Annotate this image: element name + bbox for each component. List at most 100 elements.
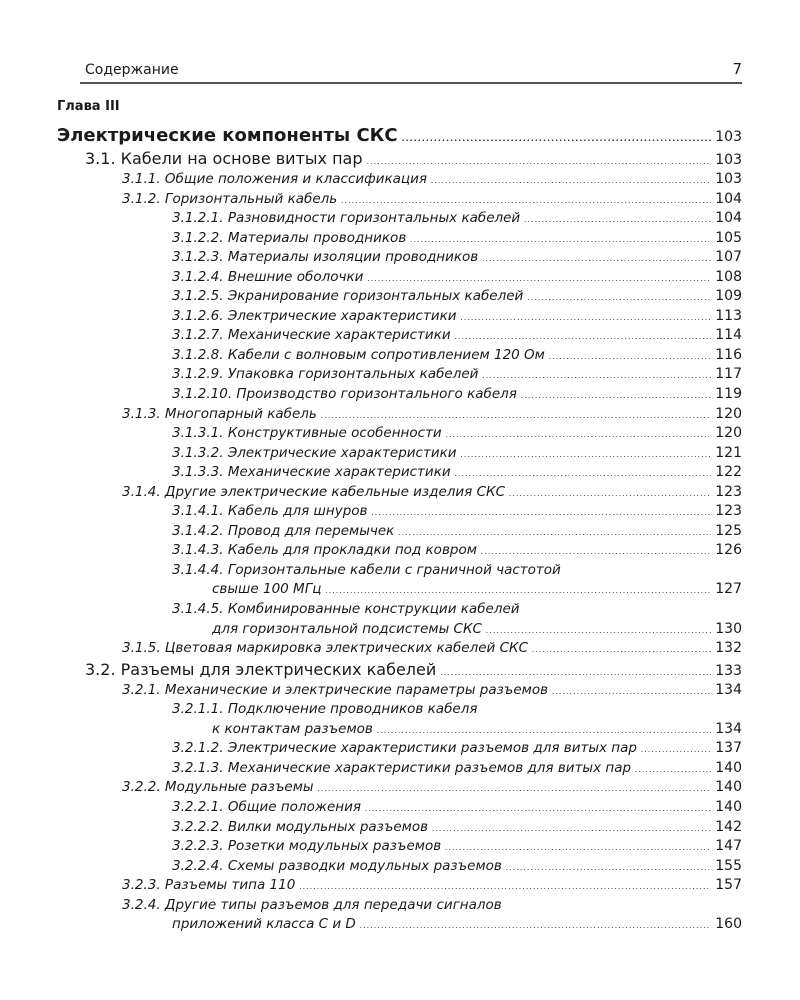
- toc-entry: 3.1.4.5. Комбинированные конструкции каб…: [0, 600, 800, 620]
- toc-entry-title: 3.2.2.1. Общие положения: [172, 798, 362, 815]
- toc-entry-title: 3.2.3. Разъемы типа 110: [122, 877, 296, 894]
- table-of-contents: Электрические компоненты СКС1033.1. Кабе…: [0, 124, 800, 935]
- dot-leader: [432, 819, 711, 839]
- toc-entry-page: 140: [715, 759, 742, 776]
- toc-entry-page: 120: [715, 425, 742, 442]
- toc-entry: 3.1. Кабели на основе витых пар 103: [0, 148, 800, 170]
- toc-entry-continuation: к контактам разъемов 134: [0, 720, 800, 740]
- toc-entry: 3.1.5. Цветовая маркировка электрических…: [0, 639, 800, 659]
- toc-entry-page: 126: [715, 542, 742, 559]
- toc-entry: 3.1.2.3. Материалы изоляции проводников 1…: [0, 248, 800, 268]
- toc-entry-page: 120: [715, 405, 742, 422]
- toc-entry-continuation: для горизонтальной подсистемы СКС 130: [0, 620, 800, 640]
- toc-entry: 3.1.4.1. Кабель для шнуров 123: [0, 502, 800, 522]
- toc-entry-page: 104: [715, 210, 742, 227]
- dot-leader: [367, 269, 711, 289]
- toc-entry-page: 125: [715, 522, 742, 539]
- toc-entry-title: 3.1.4.4. Горизонтальные кабели с граничн…: [172, 561, 561, 578]
- toc-entry-title: Электрические компоненты СКС: [57, 125, 398, 146]
- toc-entry: 3.1.2.4. Внешние оболочки 108: [0, 268, 800, 288]
- dot-leader: [509, 484, 711, 504]
- toc-entry-title: 3.1.3. Многопарный кабель: [122, 405, 317, 422]
- toc-entry-title-continued: приложений класса С и D: [172, 916, 356, 933]
- toc-entry-title: 3.2.1.3. Механические характеристики раз…: [172, 759, 632, 776]
- dot-leader: [506, 858, 711, 878]
- dot-leader: [455, 464, 712, 484]
- toc-entry-title: 3.1.3.2. Электрические характеристики: [172, 444, 457, 461]
- toc-entry-title: 3.2.2. Модульные разъемы: [122, 779, 314, 796]
- header-title: Содержание: [85, 62, 179, 78]
- toc-entry-page: 130: [715, 620, 742, 637]
- toc-entry-title: 3.2. Разъемы для электрических кабелей: [85, 659, 437, 679]
- dot-leader: [365, 799, 711, 819]
- toc-entry: 3.1.2.10. Производство горизонтального к…: [0, 385, 800, 405]
- toc-entry-page: 103: [715, 171, 742, 187]
- dot-leader: [461, 308, 712, 328]
- toc-entry-title: 3.1. Кабели на основе витых пар: [85, 149, 363, 168]
- toc-entry: 3.1.2.5. Экранирование горизонтальных ка…: [0, 287, 800, 307]
- toc-entry-title: 3.1.4.5. Комбинированные конструкции каб…: [172, 601, 520, 618]
- toc-entry-title: 3.1.4.1. Кабель для шнуров: [172, 503, 368, 520]
- toc-entry-title: 3.1.2.8. Кабели с волновым сопротивление…: [172, 346, 545, 363]
- toc-entry-page: 107: [715, 249, 742, 266]
- dot-leader: [455, 327, 712, 347]
- toc-entry-title: 3.1.2.4. Внешние оболочки: [172, 268, 364, 285]
- dot-leader: [410, 230, 711, 250]
- toc-entry-page: 113: [715, 307, 742, 324]
- toc-entry: 3.1.2.8. Кабели с волновым сопротивление…: [0, 346, 800, 366]
- toc-entry-continuation: свыше 100 МГц 127: [0, 580, 800, 600]
- toc-entry-page: 116: [715, 346, 742, 363]
- dot-leader: [481, 542, 711, 562]
- toc-entry-title: 3.2.4. Другие типы разъемов для передачи…: [122, 896, 502, 913]
- toc-entry-title: 3.1.1. Общие положения и классификация: [122, 171, 427, 187]
- toc-entry-title-continued: свыше 100 МГц: [212, 581, 322, 598]
- toc-entry: 3.1.1. Общие положения и классификация 10…: [0, 170, 800, 190]
- dot-leader: [398, 523, 711, 543]
- toc-entry-title: 3.1.2.6. Электрические характеристики: [172, 307, 457, 324]
- toc-entry: 3.1.3.1. Конструктивные особенности 120: [0, 424, 800, 444]
- dot-leader: [482, 249, 711, 269]
- toc-entry-page: 104: [715, 190, 742, 207]
- toc-entry: 3.2.2.1. Общие положения 140: [0, 798, 800, 818]
- dot-leader: [445, 838, 711, 858]
- dot-leader: [524, 210, 711, 230]
- toc-entry-title: 3.2.2.2. Вилки модульных разъемов: [172, 818, 429, 835]
- toc-entry-title: 3.1.5. Цветовая маркировка электрических…: [122, 640, 529, 657]
- dot-leader: [461, 445, 712, 465]
- toc-entry-page: 147: [715, 838, 742, 855]
- toc-entry-title: 3.1.4. Другие электрические кабельные из…: [122, 483, 506, 500]
- toc-entry-page: 134: [715, 720, 742, 737]
- dot-leader: [372, 503, 712, 523]
- toc-entry: 3.2.3. Разъемы типа 110 157: [0, 876, 800, 896]
- toc-entry-page: 117: [715, 366, 742, 383]
- toc-entry-page: 105: [715, 229, 742, 246]
- toc-entry: 3.2.1.2. Электрические характеристики ра…: [0, 739, 800, 759]
- toc-entry: 3.1.4. Другие электрические кабельные из…: [0, 483, 800, 503]
- toc-entry: 3.2.2.2. Вилки модульных разъемов 142: [0, 818, 800, 838]
- toc-entry-title: 3.1.4.2. Провод для перемычек: [172, 522, 395, 539]
- toc-entry: 3.1.4.4. Горизонтальные кабели с граничн…: [0, 561, 800, 581]
- toc-entry-title: 3.2.2.4. Схемы разводки модульных разъем…: [172, 857, 502, 874]
- chapter-label: Глава III: [57, 99, 120, 114]
- toc-entry: 3.2.2.3. Розетки модульных разъемов 147: [0, 837, 800, 857]
- toc-entry-page: 127: [715, 581, 742, 598]
- dot-leader: [532, 640, 711, 660]
- toc-entry-title: 3.1.2.9. Упаковка горизонтальных кабелей: [172, 366, 479, 383]
- dot-leader: [549, 347, 711, 367]
- toc-entry-page: 132: [715, 640, 742, 657]
- toc-entry: 3.2. Разъемы для электрических кабелей 13…: [0, 659, 800, 681]
- dot-leader: [446, 425, 712, 445]
- toc-entry: 3.2.1.3. Механические характеристики раз…: [0, 759, 800, 779]
- toc-entry-page: 119: [715, 386, 742, 403]
- toc-entry: Электрические компоненты СКС 103: [0, 124, 800, 148]
- toc-entry-page: 160: [715, 916, 742, 933]
- dot-leader: [527, 288, 711, 308]
- toc-entry-page: 114: [715, 327, 742, 344]
- toc-entry-page: 157: [715, 877, 742, 894]
- dot-leader: [552, 682, 711, 702]
- toc-entry-page: 121: [715, 444, 742, 461]
- toc-entry: 3.2.1. Механические и электрические пара…: [0, 681, 800, 701]
- toc-entry-page: 140: [715, 779, 742, 796]
- toc-entry-page: 122: [715, 464, 742, 481]
- toc-entry-title: 3.1.2.10. Производство горизонтального к…: [172, 386, 517, 403]
